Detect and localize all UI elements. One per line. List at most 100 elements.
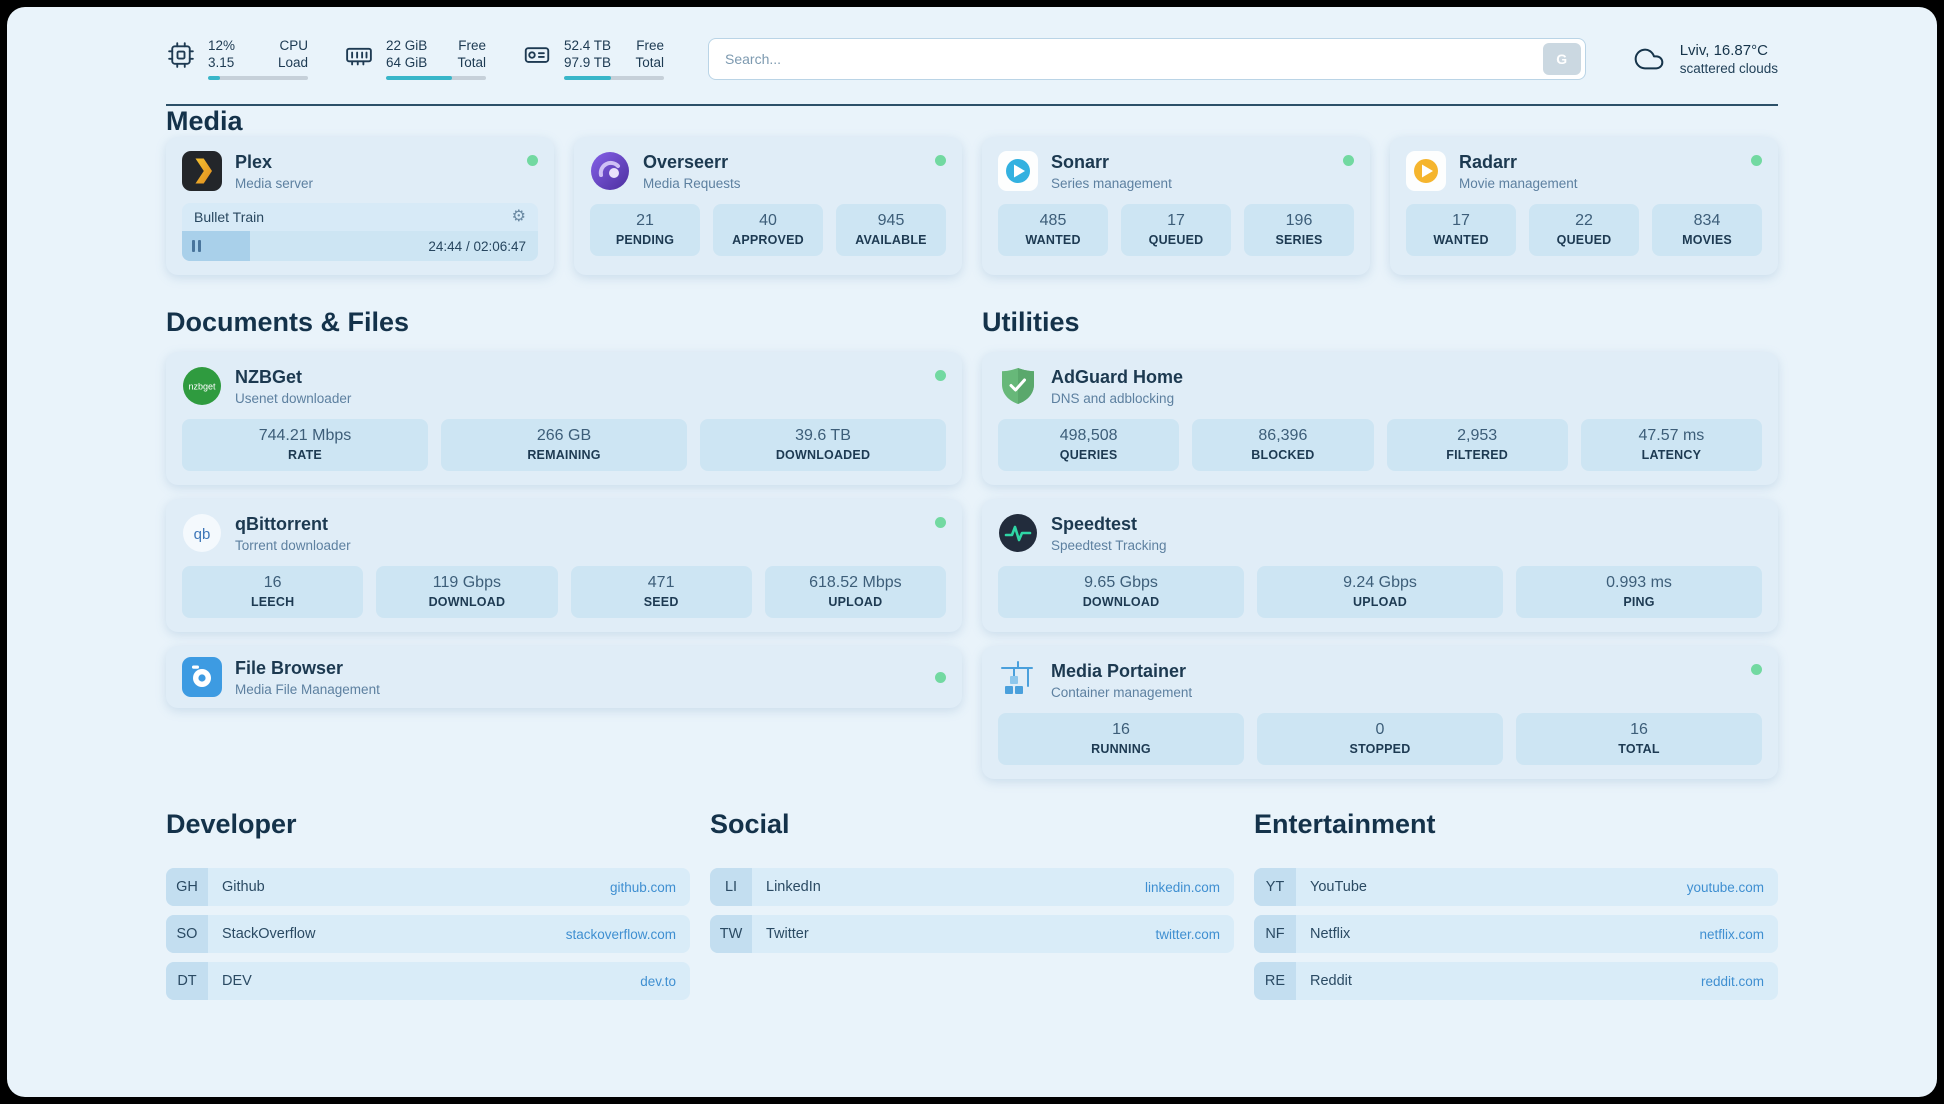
ram-label-1: Free [458, 38, 486, 53]
bookmark-abbr: DT [166, 962, 208, 1000]
card-subtitle: Speedtest Tracking [1051, 537, 1167, 553]
bookmark-name: DEV [222, 973, 252, 989]
bookmark-url[interactable]: reddit.com [1700, 973, 1764, 989]
ram-free-value: 22 GiB [386, 38, 428, 53]
cpu-progressbar [208, 76, 308, 80]
card-title: AdGuard Home [1051, 366, 1184, 387]
filebrowser-card[interactable]: File Browser Media File Management [166, 646, 962, 708]
developer-column: Developer GH Github github.com SO StackO… [166, 809, 690, 1000]
status-dot [935, 370, 946, 381]
adguard-card[interactable]: AdGuard Home DNS and adblocking 498,508 Q… [982, 352, 1778, 485]
search-engine-button[interactable]: G [1542, 42, 1581, 75]
disk-label-2: Total [635, 55, 664, 70]
stat-box: 47.57 ms LATENCY [1580, 419, 1762, 471]
section-heading-documents: Documents & Files [166, 307, 410, 337]
card-subtitle: Usenet downloader [235, 390, 352, 406]
disk-label-1: Free [636, 38, 664, 53]
stat-box: 498,508 QUERIES [998, 419, 1180, 471]
bookmark-netflix[interactable]: NF Netflix netflix.com [1254, 915, 1778, 953]
bookmark-abbr: YT [1254, 868, 1296, 906]
card-subtitle: Media server [235, 175, 314, 191]
overseerr-card[interactable]: Overseerr Media Requests 21 PENDING 40 APP… [574, 137, 962, 275]
disk-total-value: 97.9 TB [564, 55, 612, 70]
card-title: Media Portainer [1051, 660, 1187, 681]
social-column: Social LI LinkedIn linkedin.com TW Twitt… [710, 809, 1234, 1000]
stat-box: 39.6 TB DOWNLOADED [700, 419, 946, 471]
card-subtitle: Series management [1051, 175, 1172, 191]
bookmark-url[interactable]: youtube.com [1686, 879, 1764, 895]
speedtest-icon [998, 513, 1038, 553]
card-subtitle: DNS and adblocking [1051, 390, 1175, 406]
bookmark-url[interactable]: netflix.com [1699, 926, 1764, 942]
bookmark-name: Reddit [1310, 973, 1352, 989]
bookmark-url[interactable]: dev.to [640, 973, 676, 989]
middle-grid: Documents & Files nzbget NZBGet Usenet d [166, 307, 1778, 779]
gear-icon[interactable]: ⚙ [511, 208, 526, 225]
stat-box: 17 WANTED [1406, 204, 1516, 256]
entertainment-column: Entertainment YT YouTube youtube.com NF … [1254, 809, 1778, 1000]
bookmark-reddit[interactable]: RE Reddit reddit.com [1254, 962, 1778, 1000]
bookmark-dev[interactable]: DT DEV dev.to [166, 962, 690, 1000]
topbar: 12% 3.15 CPU Load [166, 37, 1778, 80]
section-heading-entertainment: Entertainment [1254, 809, 1436, 839]
stat-box: 2,953 FILTERED [1386, 419, 1568, 471]
stat-box: 40 APPROVED [713, 204, 823, 256]
card-subtitle: Media Requests [643, 175, 741, 191]
disk-values: 52.4 TB 97.9 TB [564, 37, 611, 71]
nzbget-card[interactable]: nzbget NZBGet Usenet downloader 744.21 M… [166, 352, 962, 485]
ram-total-value: 64 GiB [386, 55, 428, 70]
qbittorrent-icon: qb [182, 513, 222, 553]
bookmark-youtube[interactable]: YT YouTube youtube.com [1254, 868, 1778, 906]
now-playing-title: Bullet Train [194, 209, 265, 225]
bookmark-url[interactable]: twitter.com [1155, 926, 1220, 942]
disk-progressbar [564, 76, 664, 80]
weather-condition: scattered clouds [1679, 60, 1778, 76]
disk-labels: Free Total [635, 37, 664, 71]
stat-box: 618.52 Mbps UPLOAD [764, 566, 946, 618]
cpu-label-1: CPU [279, 38, 308, 53]
stat-box: 86,396 BLOCKED [1192, 419, 1374, 471]
bookmark-stackoverflow[interactable]: SO StackOverflow stackoverflow.com [166, 915, 690, 953]
ram-label-2: Total [457, 55, 486, 70]
qbittorrent-card[interactable]: qb qBittorrent Torrent downloader 16 LEEC… [166, 499, 962, 632]
stat-box: 0 STOPPED [1257, 713, 1503, 765]
ram-widget: 22 GiB 64 GiB Free Total [344, 37, 486, 80]
radarr-card[interactable]: Radarr Movie management 17 WANTED 22 QUEUE… [1390, 137, 1778, 275]
cpu-load-value: 3.15 [208, 55, 235, 70]
bookmark-url[interactable]: stackoverflow.com [565, 926, 676, 942]
card-title: File Browser [235, 657, 344, 678]
cpu-labels: CPU Load [278, 37, 308, 71]
bookmark-url[interactable]: linkedin.com [1144, 879, 1220, 895]
bookmark-url[interactable]: github.com [609, 879, 676, 895]
stat-box: 0.993 ms PING [1516, 566, 1762, 618]
bookmark-name: Github [222, 879, 265, 895]
card-subtitle: Torrent downloader [235, 537, 351, 553]
speedtest-card[interactable]: Speedtest Speedtest Tracking 9.65 Gbps DO… [982, 499, 1778, 632]
plex-card[interactable]: Plex Media server Bullet Train ⚙ 24:44 [166, 137, 554, 275]
overseerr-icon [590, 151, 630, 191]
bookmark-twitter[interactable]: TW Twitter twitter.com [710, 915, 1234, 953]
status-dot [1751, 155, 1762, 166]
playback-progressbar: 24:44 / 02:06:47 [182, 231, 538, 261]
cloud-icon [1634, 48, 1664, 69]
bookmark-abbr: TW [710, 915, 752, 953]
utilities-column: Utilities AdGuard Home [982, 307, 1778, 779]
cpu-label-2: Load [277, 55, 308, 70]
status-dot [935, 155, 946, 166]
cpu-widget: 12% 3.15 CPU Load [166, 37, 308, 80]
portainer-card[interactable]: Media Portainer Container management 16 R… [982, 646, 1778, 779]
search-bar: G [708, 37, 1586, 80]
bookmark-github[interactable]: GH Github github.com [166, 868, 690, 906]
stat-box: 9.24 Gbps UPLOAD [1257, 566, 1503, 618]
stat-box: 22 QUEUED [1529, 204, 1639, 256]
stat-box: 744.21 Mbps RATE [182, 419, 428, 471]
weather-location: Lviv, 16.87°C [1679, 41, 1768, 59]
pause-button[interactable] [192, 240, 201, 252]
filebrowser-icon [182, 657, 222, 697]
sonarr-card[interactable]: Sonarr Series management 485 WANTED 17 QUE… [982, 137, 1370, 275]
stat-box: 834 MOVIES [1652, 204, 1762, 256]
bookmark-abbr: RE [1254, 962, 1296, 1000]
search-input[interactable] [708, 37, 1586, 80]
card-title: Overseerr [643, 151, 729, 172]
bookmark-linkedin[interactable]: LI LinkedIn linkedin.com [710, 868, 1234, 906]
